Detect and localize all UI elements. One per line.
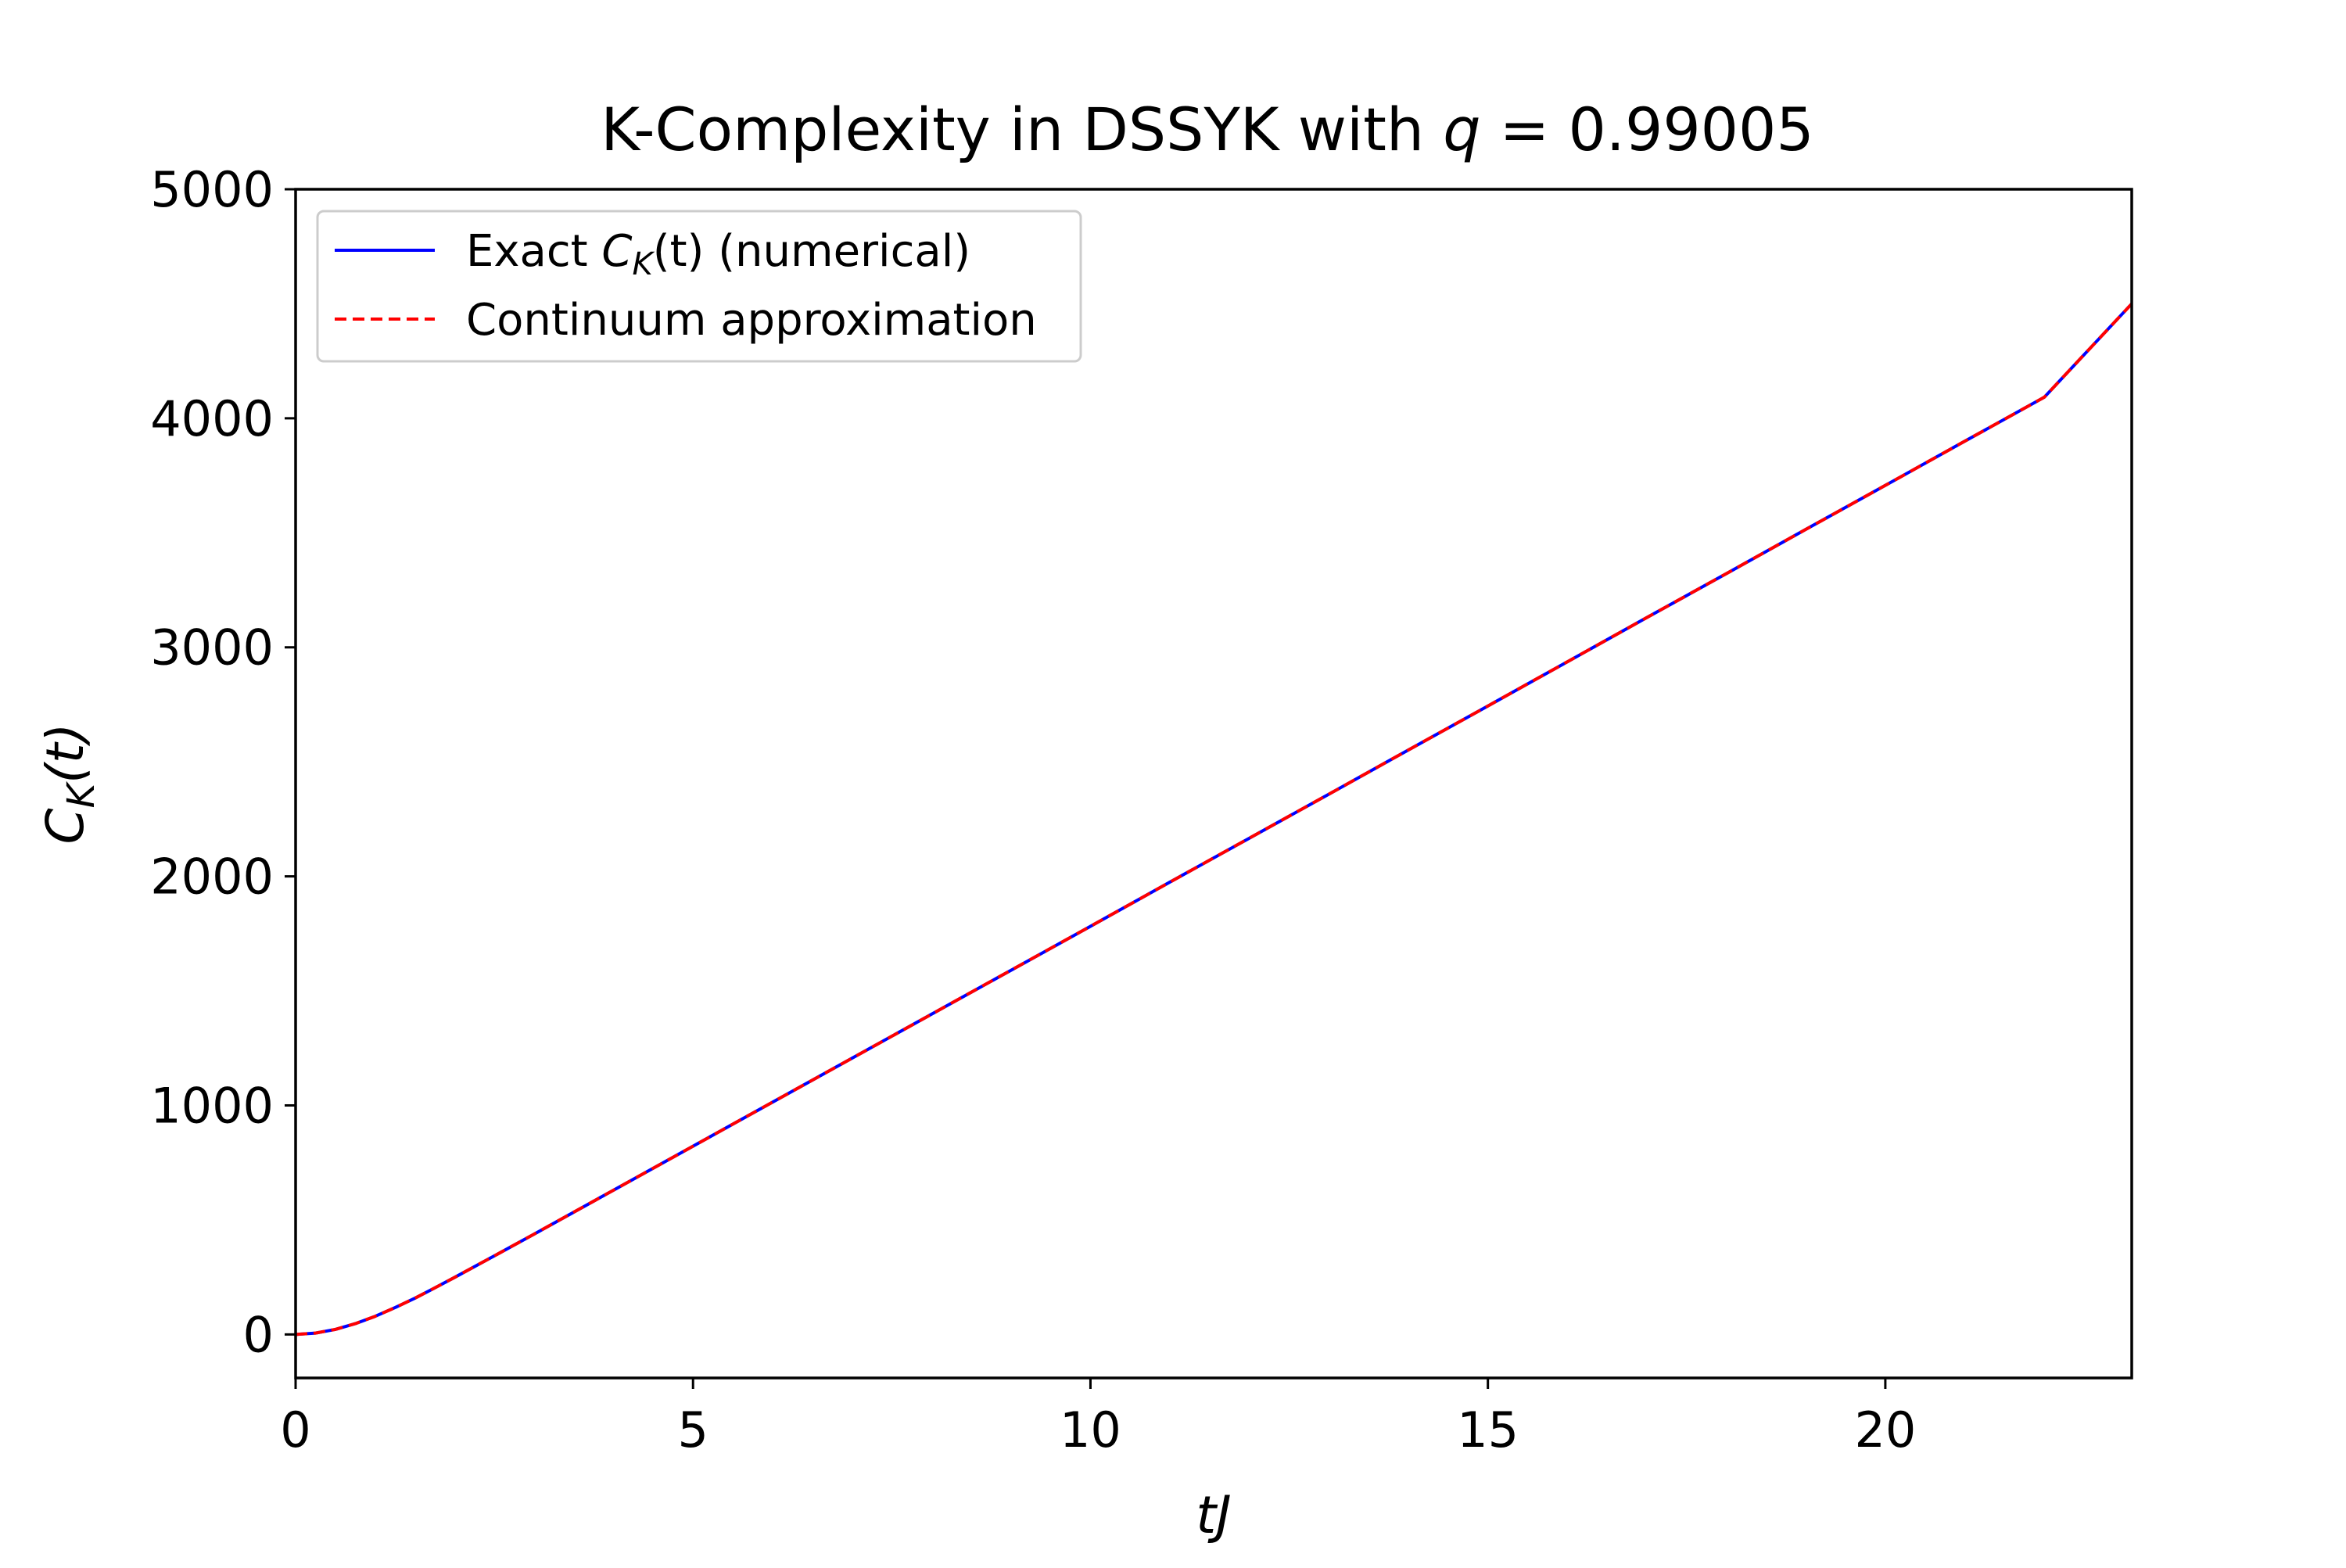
legend: Exact CK(t) (numerical) Continuum approx…: [316, 210, 1082, 363]
plot-frame: [294, 188, 2133, 1380]
x-tick-label: 20: [1854, 1401, 1916, 1459]
x-tick-label: 0: [280, 1401, 310, 1459]
legend-label-exact: Exact CK(t) (numerical): [466, 226, 970, 282]
y-tick-label: 5000: [150, 161, 274, 218]
x-tick-label: 10: [1060, 1401, 1121, 1459]
y-axis: 0 1000 2000 3000 4000 5000: [150, 161, 296, 1363]
chart-title: K-Complexity in DSSYK with q = 0.99005: [601, 95, 1813, 164]
x-tick-label: 15: [1457, 1401, 1519, 1459]
x-axis: 0 5 10 15 20: [280, 1378, 1916, 1459]
x-axis-title: tJ: [1196, 1485, 1231, 1545]
y-tick-label: 0: [243, 1306, 274, 1363]
x-tick-label: 5: [677, 1401, 708, 1459]
y-tick-label: 3000: [150, 619, 274, 676]
series-layer: [295, 303, 2133, 1337]
y-tick-label: 2000: [150, 849, 274, 906]
legend-box: [316, 210, 1082, 363]
series-line-exact: [295, 303, 2133, 1337]
y-tick-label: 4000: [150, 390, 274, 447]
y-tick-label: 1000: [150, 1077, 274, 1134]
y-axis-title: CK(t): [35, 723, 103, 845]
series-line-continuum: [295, 303, 2133, 1337]
legend-label-continuum: Continuum approximation: [466, 295, 1037, 346]
